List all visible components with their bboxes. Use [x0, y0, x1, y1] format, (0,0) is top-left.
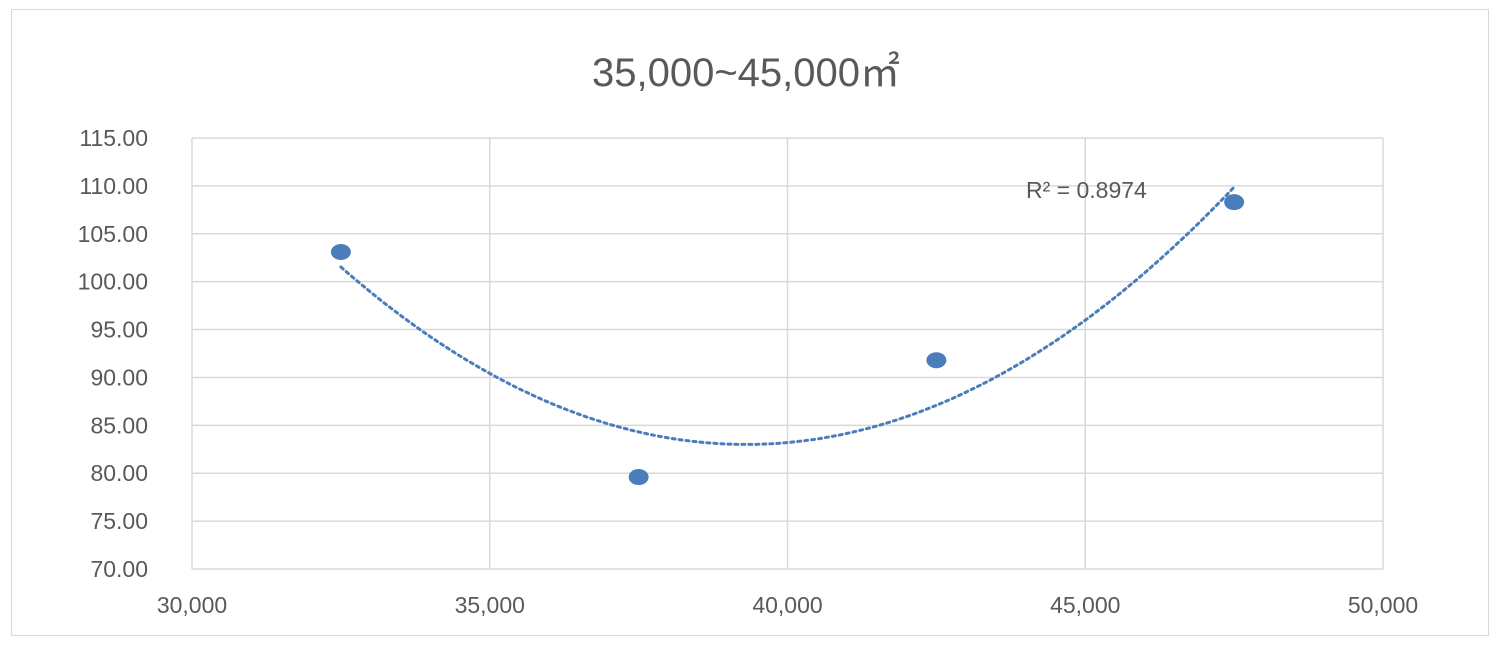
- y-tick-label: 90.00: [90, 364, 148, 390]
- y-tick-labels: 70.00 75.00 80.00 85.00 90.00 95.00 100.00 105.…: [78, 125, 148, 582]
- chart-title: 35,000~45,000㎡: [592, 51, 900, 95]
- y-tick-label: 85.00: [90, 412, 148, 438]
- y-tick-label: 95.00: [90, 317, 148, 343]
- chart-frame: [11, 9, 1489, 636]
- data-points: [330, 194, 1245, 486]
- y-tick-label: 70.00: [90, 556, 148, 582]
- y-tick-label: 115.00: [79, 125, 148, 151]
- x-tick-label: 45,000: [1050, 592, 1120, 618]
- y-tick-label: 105.00: [78, 221, 148, 247]
- grid-lines: [191, 137, 1384, 570]
- data-point: [926, 352, 947, 369]
- data-point: [628, 469, 649, 486]
- x-tick-labels: 30,000 35,000 40,000 45,000 50,000: [157, 592, 1418, 618]
- trendline: [339, 185, 1236, 446]
- x-tick-label: 35,000: [455, 592, 525, 618]
- data-point: [330, 243, 351, 260]
- y-tick-label: 100.00: [78, 269, 148, 295]
- data-point: [1224, 194, 1245, 211]
- r-squared-label: R² = 0.8974: [1026, 177, 1147, 203]
- x-tick-label: 40,000: [752, 592, 822, 618]
- y-tick-label: 75.00: [90, 508, 148, 534]
- x-tick-label: 30,000: [157, 592, 227, 618]
- x-tick-label: 50,000: [1348, 592, 1418, 618]
- y-tick-label: 110.00: [79, 173, 148, 199]
- y-tick-label: 80.00: [90, 460, 148, 486]
